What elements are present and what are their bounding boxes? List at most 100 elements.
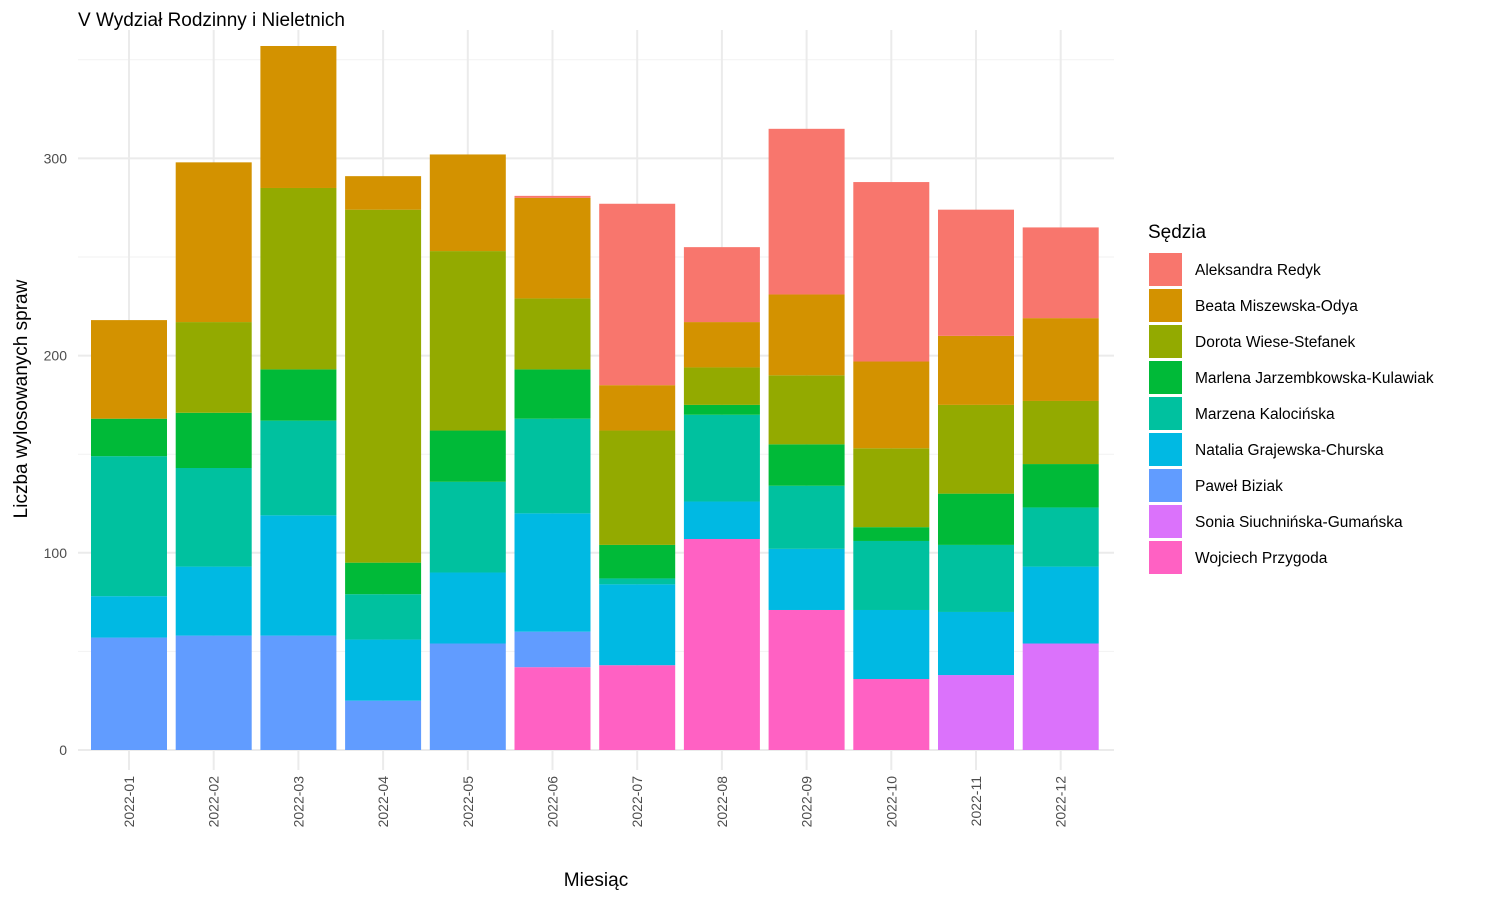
bar-segment [683, 414, 760, 502]
legend-swatch [1149, 469, 1182, 502]
bar-segment [514, 369, 591, 419]
x-tick-label: 2022-05 [460, 776, 476, 828]
legend-label: Aleksandra Redyk [1195, 262, 1321, 279]
bar-segment [1022, 643, 1099, 750]
legend-swatch [1149, 397, 1182, 430]
bar-segment [429, 643, 506, 750]
bar-segment [260, 187, 337, 370]
bar-segment [683, 501, 760, 539]
bar-segment [938, 611, 1014, 676]
bar-segment [514, 513, 591, 632]
bar-segment [768, 485, 845, 549]
legend-label: Marzena Kalocińska [1195, 406, 1335, 423]
chart-title: V Wydział Rodzinny i Nieletnich [78, 10, 345, 31]
y-axis-ticks: 0 100 200 300 [44, 150, 68, 758]
bar-segment [853, 609, 930, 680]
bar-segment [91, 596, 167, 638]
y-tick-label: 300 [44, 150, 68, 166]
bar-segment [938, 209, 1014, 336]
bar-segment [514, 195, 591, 198]
bar-segment [853, 448, 930, 528]
bar-segment [683, 247, 760, 323]
bar-segment [768, 375, 845, 445]
x-tick-label: 2022-12 [1053, 776, 1069, 828]
bar-segment [91, 320, 167, 419]
bar-segment [514, 197, 591, 299]
bar-segment [599, 584, 676, 666]
bar-segment [1022, 507, 1099, 567]
x-tick-label: 2022-07 [629, 776, 645, 828]
legend-swatch [1149, 253, 1182, 286]
bars [91, 45, 1099, 750]
bar-segment [938, 675, 1014, 750]
bar-segment [260, 420, 337, 516]
x-tick-label: 2022-11 [968, 776, 984, 827]
bar-segment [175, 162, 252, 323]
bar-segment [1022, 464, 1099, 508]
bar-segment [91, 456, 167, 597]
x-axis-ticks: 2022-01 2022-02 2022-03 2022-04 2022-05 2022-… [121, 776, 1069, 828]
legend-swatch [1149, 325, 1182, 358]
bar-segment [853, 361, 930, 449]
legend-label: Sonia Siuchnińska-Gumańska [1195, 514, 1403, 531]
bar-segment [429, 251, 506, 431]
bar-segment [768, 548, 845, 610]
bar-segment [599, 430, 676, 545]
bar-segment [514, 631, 591, 668]
bar-segment [514, 667, 591, 750]
bar-segment [429, 430, 506, 482]
x-axis-title: Miesiąc [564, 870, 628, 891]
bar-segment [938, 404, 1014, 494]
bar-segment [768, 444, 845, 486]
bar-segment [175, 468, 252, 567]
y-tick-label: 0 [59, 742, 67, 758]
bar-segment [1022, 227, 1099, 319]
bar-segment [683, 322, 760, 368]
x-tick-label: 2022-09 [799, 776, 815, 828]
bar-segment [175, 566, 252, 636]
bar-segment [514, 298, 591, 370]
bar-segment [938, 335, 1014, 405]
bar-segment [1022, 566, 1099, 644]
bar-segment [175, 412, 252, 469]
bar-segment [345, 594, 422, 640]
bar-segment [429, 572, 506, 644]
bar-segment [938, 493, 1014, 545]
bar-segment [683, 538, 760, 750]
bar-segment [853, 182, 930, 362]
bar-segment [345, 700, 422, 750]
bar-segment [853, 527, 930, 541]
bar-segment [683, 404, 760, 415]
bar-segment [853, 540, 930, 610]
bar-segment [345, 209, 422, 563]
legend-swatch [1149, 289, 1182, 322]
bar-segment [429, 481, 506, 573]
bar-segment [91, 418, 167, 457]
bar-segment [429, 154, 506, 252]
x-tick-label: 2022-01 [121, 776, 137, 828]
legend-label: Dorota Wiese-Stefanek [1195, 334, 1355, 351]
y-axis-title: Liczba wylosowanych spraw [11, 279, 32, 518]
legend-label: Natalia Grajewska-Churska [1195, 442, 1384, 459]
bar-segment [599, 203, 676, 386]
x-tick-label: 2022-02 [206, 776, 222, 828]
bar-segment [514, 418, 591, 514]
bar-segment [345, 562, 422, 595]
bar-segment [938, 544, 1014, 612]
y-tick-label: 100 [44, 545, 68, 561]
bar-segment [768, 294, 845, 376]
legend-title: Sędzia [1148, 222, 1207, 243]
x-tick-label: 2022-06 [545, 776, 561, 828]
bar-segment [599, 578, 676, 585]
bar-segment [599, 665, 676, 750]
legend-label: Wojciech Przygoda [1195, 550, 1328, 567]
bar-segment [1022, 400, 1099, 465]
legend-swatch [1149, 361, 1182, 394]
bar-segment [91, 637, 167, 750]
bar-segment [683, 367, 760, 405]
legend-label: Paweł Biziak [1195, 478, 1283, 495]
bar-segment [768, 128, 845, 295]
x-tick-label: 2022-04 [375, 776, 391, 828]
x-tick-label: 2022-08 [714, 776, 730, 828]
